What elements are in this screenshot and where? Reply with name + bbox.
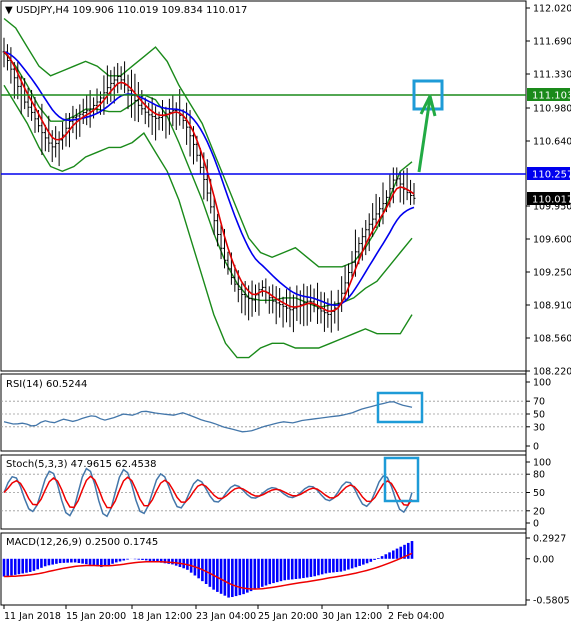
rsi-levels	[1, 400, 526, 428]
axis-tick-label: 100	[533, 378, 551, 389]
axis-tick-label: 20	[533, 506, 545, 517]
stoch-label: Stoch(5,3,3) 47.9615 62.4538	[6, 459, 157, 470]
price-tick-label: 109.950	[533, 202, 571, 213]
rsi-line	[3, 401, 413, 433]
bollinger-lower	[3, 84, 413, 359]
stoch-levels	[1, 473, 526, 512]
axis-tick-label: 50	[533, 410, 545, 421]
price-tag-last: 110.017	[532, 195, 571, 206]
ma-slow-line	[3, 51, 415, 307]
price-tag-last-bg	[527, 192, 570, 205]
time-tick-label: 25 Jan 20:00	[258, 611, 318, 622]
ma-fast-line	[3, 51, 415, 313]
stoch-signal-line	[3, 475, 413, 509]
time-tick-label: 23 Jan 04:00	[196, 611, 256, 622]
price-tag-blue: 110.257	[532, 170, 571, 181]
bollinger-middle	[3, 51, 413, 309]
axis-tick-label: 100	[533, 458, 551, 469]
price-axis: 112.020 111.690 111.330 110.980 110.640 109.9…	[526, 4, 571, 378]
time-tick-label: 2 Feb 04:00	[388, 611, 444, 622]
price-tick-label: 108.220	[533, 367, 571, 378]
rsi-highlight-box	[376, 391, 424, 424]
axis-tick-label: 50	[533, 488, 545, 499]
macd-label: MACD(12,26,9) 0.2500 0.1745	[6, 537, 158, 548]
axis-tick-label: 70	[533, 397, 545, 408]
axis-tick-label: 30	[533, 422, 545, 433]
stoch-main-line	[3, 467, 413, 518]
price-pane-frame	[0, 0, 527, 372]
axis-tick-label: 0.2927	[533, 534, 566, 545]
axis-tick-label: 80	[533, 470, 545, 481]
price-tick-label: 109.600	[533, 235, 571, 246]
macd-signal-line	[4, 552, 413, 590]
price-tag-blue-bg	[527, 167, 570, 180]
bollinger-upper	[3, 17, 413, 268]
up-arrow-icon	[417, 94, 437, 173]
moving-averages	[3, 51, 415, 313]
price-tick-label: 108.910	[533, 301, 571, 312]
axis-tick-label: 0.00	[533, 554, 554, 565]
time-tick-label: 11 Jan 2018	[4, 611, 61, 622]
macd-histogram	[2, 541, 414, 598]
time-tick-label: 15 Jan 20:00	[66, 611, 126, 622]
axis-tick-label: 0	[533, 519, 539, 530]
axis-tick-label: 0	[533, 442, 539, 453]
price-tick-label: 111.330	[533, 70, 571, 81]
price-tick-label: 110.640	[533, 137, 571, 148]
time-axis: 11 Jan 2018 15 Jan 20:00 18 Jan 12:00 23 Ja…	[3, 605, 444, 622]
price-tick-label: 109.250	[533, 268, 571, 279]
rsi-label: RSI(14) 60.5244	[6, 379, 87, 390]
price-tick-label: 110.980	[533, 104, 571, 115]
axis-tick-label: -0.5805	[533, 596, 570, 607]
price-tag-green: 111.103	[532, 91, 571, 102]
price-tick-label: 112.020	[533, 4, 571, 15]
price-tick-label: 111.690	[533, 37, 571, 48]
chart-title-icon[interactable]: ▼	[5, 5, 13, 16]
stoch-highlight-box	[383, 456, 420, 503]
price-tag-green-bg	[527, 88, 570, 101]
price-tick-label: 108.560	[533, 334, 571, 345]
symbol-line: USDJPY,H4 109.906 110.019 109.834 110.01…	[16, 5, 247, 16]
time-tick-label: 18 Jan 12:00	[132, 611, 192, 622]
price-bars	[2, 37, 416, 333]
bollinger-bands	[3, 17, 413, 359]
time-tick-label: 30 Jan 12:00	[322, 611, 382, 622]
macd-axis: 0.2927 0.00 -0.5805	[526, 534, 570, 607]
